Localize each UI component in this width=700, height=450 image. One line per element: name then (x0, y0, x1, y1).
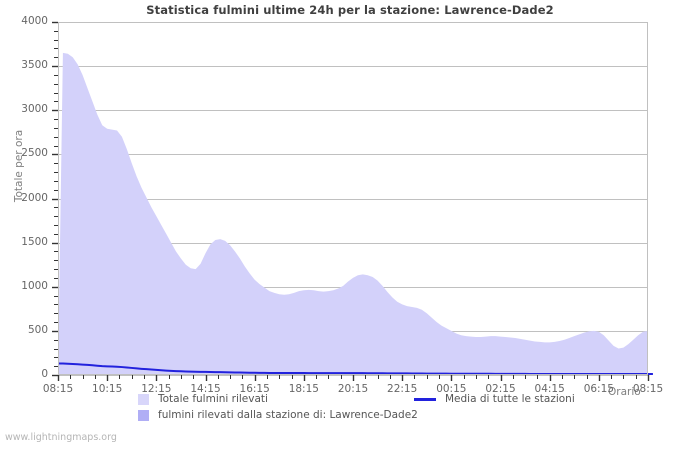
plot-frame (58, 22, 648, 375)
y-axis-tick-label: 2000 (21, 191, 48, 204)
x-axis-tick-label: 10:15 (92, 383, 123, 395)
x-axis-title: Orario (608, 386, 641, 398)
chart-title: Statistica fulmini ultime 24h per la sta… (146, 3, 554, 17)
x-axis-tick-label: 04:15 (534, 383, 565, 395)
y-axis-title: Totale per ora (13, 129, 25, 203)
legend-item-label: Media di tutte le stazioni (445, 393, 575, 405)
total-lightning-area (58, 52, 648, 375)
legend-swatch-marker (138, 394, 149, 405)
legend-item-label: Totale fulmini rilevati (158, 393, 268, 405)
x-axis-tick-label: 08:15 (42, 383, 74, 395)
y-axis-tick-label: 4000 (21, 15, 48, 27)
legend-line-marker (414, 398, 436, 401)
footer-attribution: www.lightningmaps.org (5, 432, 117, 443)
y-axis-tick-label: 1000 (21, 279, 48, 292)
x-axis-tick-label: 14:15 (190, 383, 221, 395)
legend-swatch-marker (138, 410, 149, 421)
x-axis-tick-label: 06:15 (583, 383, 614, 395)
chart-legend: Totale fulmini rilevati fulmini rilevati … (0, 392, 700, 428)
x-axis-tick-label: 20:15 (337, 383, 369, 395)
y-axis-tick-label: 3000 (21, 103, 48, 116)
legend-item-label: fulmini rilevati dalla stazione di: Lawr… (158, 409, 418, 421)
y-axis-tick-label: 0 (41, 368, 48, 380)
y-axis-tick-label: 3500 (21, 59, 48, 72)
y-axis-tick-label: 1500 (21, 235, 48, 248)
average-stations-line (58, 362, 653, 376)
y-axis-tick-label: 2500 (21, 147, 48, 160)
x-axis-tick-label: 08:15 (632, 383, 664, 395)
x-axis-tick-label: 18:15 (288, 383, 319, 395)
x-axis-tick-label: 02:15 (485, 383, 516, 395)
x-axis-tick-label: 12:15 (141, 383, 172, 395)
y-axis-tick-label: 500 (27, 323, 48, 336)
x-axis-tick-label: 16:15 (239, 383, 270, 395)
x-axis-tick-label: 22:15 (387, 383, 418, 395)
x-axis-tick-label: 00:15 (436, 383, 467, 395)
